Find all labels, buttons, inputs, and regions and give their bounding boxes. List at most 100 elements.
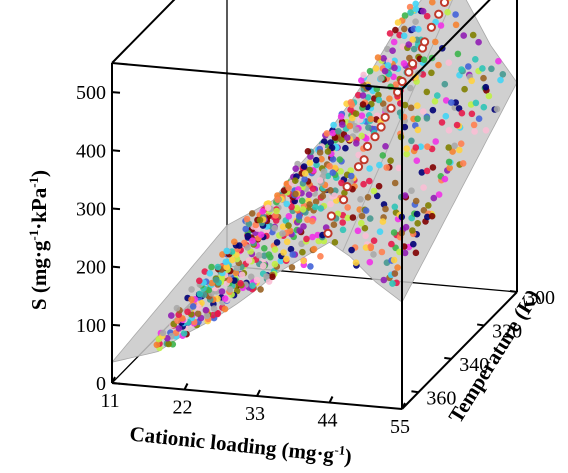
data-point <box>271 246 279 253</box>
y-tick-mark <box>477 323 485 327</box>
data-point <box>410 45 418 53</box>
data-point <box>391 179 399 187</box>
data-point <box>341 189 348 197</box>
highlight-point <box>339 195 349 205</box>
data-point <box>271 260 279 268</box>
data-point <box>374 54 382 61</box>
data-point <box>401 192 409 199</box>
data-point <box>493 105 501 113</box>
data-point <box>306 166 314 174</box>
data-point <box>379 218 387 225</box>
y-tick-label: 360 <box>426 387 456 409</box>
data-point <box>307 263 314 270</box>
data-point <box>415 25 422 33</box>
data-point <box>279 223 287 230</box>
data-point <box>339 212 347 219</box>
data-point <box>435 191 443 198</box>
data-point <box>352 126 360 134</box>
data-point <box>318 155 325 163</box>
highlight-point <box>420 37 430 47</box>
data-point <box>434 92 441 99</box>
data-point <box>412 5 420 13</box>
data-point <box>480 103 488 111</box>
x-tick-mark <box>183 383 189 390</box>
data-point <box>389 280 396 287</box>
data-point <box>401 25 408 33</box>
data-point <box>327 139 335 146</box>
data-point <box>264 204 272 212</box>
data-point <box>292 165 300 172</box>
data-point <box>429 164 437 171</box>
data-point <box>366 258 374 266</box>
data-point <box>238 271 246 279</box>
data-point <box>361 224 369 232</box>
data-point <box>221 305 229 313</box>
data-point <box>280 249 287 256</box>
data-point <box>453 121 461 129</box>
data-point <box>414 220 422 227</box>
data-point <box>196 290 203 298</box>
data-point <box>449 148 456 155</box>
data-point <box>475 115 483 122</box>
data-point <box>312 203 319 211</box>
front-frame <box>111 0 518 410</box>
data-point <box>488 65 495 73</box>
data-point <box>348 246 355 254</box>
data-point <box>480 74 487 82</box>
data-point <box>304 148 312 155</box>
data-point <box>283 255 290 263</box>
data-point <box>312 198 320 205</box>
x-tick-mark <box>401 402 406 410</box>
data-point <box>352 259 360 267</box>
data-point <box>320 168 328 176</box>
data-point <box>438 119 446 126</box>
data-point <box>444 8 451 16</box>
data-point <box>274 196 282 203</box>
data-point <box>303 235 310 243</box>
data-point <box>358 77 365 84</box>
data-point <box>288 264 296 271</box>
data-point <box>332 187 339 194</box>
data-point <box>288 203 295 211</box>
data-point <box>485 92 493 100</box>
z-axis-title: S (mg·g-1·kPa-1) <box>26 170 51 310</box>
data-point <box>460 32 468 39</box>
data-point <box>420 108 427 115</box>
data-point <box>279 230 286 237</box>
data-point <box>223 263 231 271</box>
highlight-point <box>342 182 352 192</box>
highlight-point <box>434 9 444 19</box>
data-point <box>470 121 478 129</box>
data-point <box>231 277 238 284</box>
data-point <box>233 264 241 272</box>
highlight-points <box>323 0 450 238</box>
data-point <box>285 184 292 192</box>
data-point <box>391 203 399 211</box>
data-point <box>366 177 373 185</box>
x-tick-mark <box>111 376 116 384</box>
data-point <box>392 26 399 34</box>
y-tick-mark <box>411 390 419 394</box>
data-point <box>218 288 226 295</box>
highlight-point <box>370 132 380 142</box>
x-tick-mark <box>328 396 334 403</box>
data-point <box>301 170 309 177</box>
data-point <box>370 187 378 195</box>
data-point <box>390 229 398 236</box>
highlight-point <box>408 59 418 69</box>
data-point <box>285 222 292 229</box>
data-point <box>249 237 256 244</box>
data-point <box>364 194 372 201</box>
z-tick-mark <box>111 207 121 211</box>
data-point <box>414 115 421 123</box>
data-point <box>452 11 459 18</box>
data-point <box>257 231 265 238</box>
data-point <box>327 200 334 208</box>
data-point <box>442 112 450 120</box>
data-point <box>194 310 202 318</box>
data-point <box>445 59 453 66</box>
data-point <box>289 251 297 258</box>
data-point <box>347 99 355 106</box>
data-point <box>423 167 431 175</box>
data-point <box>376 161 383 169</box>
